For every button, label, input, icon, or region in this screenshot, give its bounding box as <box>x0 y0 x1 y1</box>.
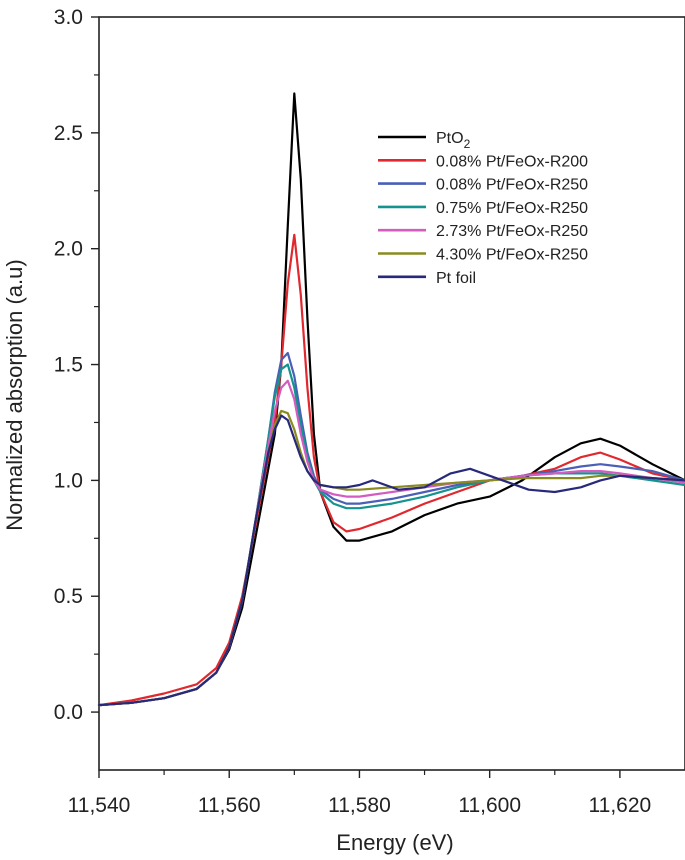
x-tick-label: 11,600 <box>458 794 521 817</box>
plot-frame <box>98 16 685 771</box>
y-tick-label: 2.5 <box>54 122 83 145</box>
axes-layer: 11,540 11,560 11,580 11,600 11,620 0.0 0.5 1.0 1… <box>54 6 651 817</box>
y-tick-label: 1.5 <box>54 354 83 377</box>
legend-label: 2.73% Pt/FeOx-R250 <box>436 223 588 240</box>
y-tick-label: 0.5 <box>54 585 83 608</box>
legend-label: 4.30% Pt/FeOx-R250 <box>436 247 588 264</box>
legend: PtO2 0.08% Pt/FeOx-R200 0.08% Pt/FeOx-R250… <box>378 130 588 287</box>
series-line-0 <box>97 92 685 707</box>
series-line-5 <box>97 409 685 707</box>
x-axis-title: Energy (eV) <box>336 830 453 855</box>
x-tick-label: 11,620 <box>589 794 652 817</box>
legend-label: 0.08% Pt/FeOx-R200 <box>436 153 588 170</box>
series-line-6 <box>97 414 685 707</box>
legend-label: 0.08% Pt/FeOx-R250 <box>436 177 588 194</box>
plot-area: 11,540 11,560 11,580 11,600 11,620 0.0 0.5 1.0 1… <box>54 6 685 817</box>
y-tick-label: 3.0 <box>54 6 83 29</box>
series-line-4 <box>97 379 685 707</box>
series-line-1 <box>97 233 685 707</box>
series-line-3 <box>97 363 685 707</box>
y-axis-title: Normalized absorption (a.u) <box>2 259 27 530</box>
x-tick-label: 11,580 <box>328 794 391 817</box>
y-tick-label: 2.0 <box>54 238 83 261</box>
x-tick-label: 11,560 <box>198 794 261 817</box>
y-tick-label: 1.0 <box>54 469 83 492</box>
x-tick-label: 11,540 <box>68 794 131 817</box>
series-layer <box>97 92 685 707</box>
legend-label: PtO2 <box>436 130 471 151</box>
series-line-2 <box>97 351 685 707</box>
legend-label: 0.75% Pt/FeOx-R250 <box>436 200 588 217</box>
y-tick-label: 0.0 <box>54 701 83 724</box>
legend-label: Pt foil <box>436 270 476 287</box>
